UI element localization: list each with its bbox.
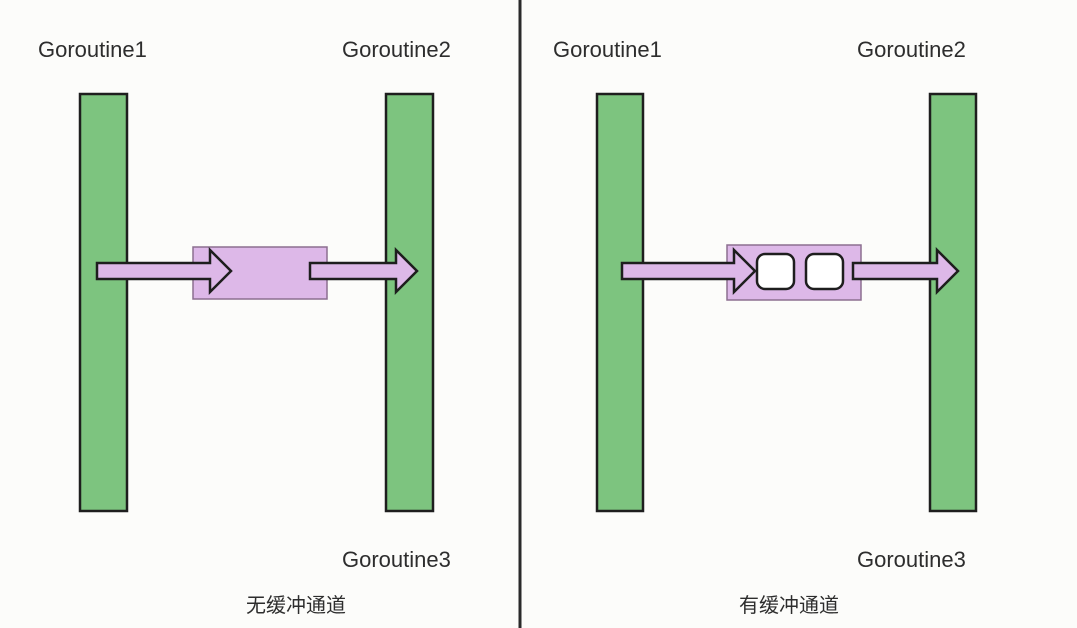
buffer-slot-2 — [804, 252, 845, 291]
buffered-goroutine2-label: Goroutine2 — [857, 37, 966, 62]
unbuffered-panel: Goroutine1 Goroutine2 Goroutine3 无缓冲通道 — [38, 37, 451, 617]
buffered-send-arrow — [620, 246, 757, 296]
unbuffered-receive-arrow — [308, 246, 419, 296]
buffer-slot-1 — [755, 252, 796, 291]
unbuffered-goroutine1-label: Goroutine1 — [38, 37, 147, 62]
unbuffered-send-arrow — [95, 246, 233, 296]
buffered-panel: Goroutine1 Goroutine2 Goroutine3 有缓冲通道 — [553, 37, 978, 617]
buffered-caption: 有缓冲通道 — [739, 593, 839, 617]
unbuffered-goroutine1-bar — [78, 92, 129, 513]
unbuffered-goroutine2-label: Goroutine2 — [342, 37, 451, 62]
buffered-goroutine1-label: Goroutine1 — [553, 37, 662, 62]
unbuffered-caption: 无缓冲通道 — [246, 593, 346, 617]
buffered-goroutine3-label: Goroutine3 — [857, 547, 966, 572]
buffered-receive-arrow — [851, 246, 960, 296]
unbuffered-goroutine2-bar — [384, 92, 435, 513]
buffered-goroutine2-bar — [928, 92, 978, 513]
buffered-goroutine1-bar — [595, 92, 645, 513]
unbuffered-goroutine3-label: Goroutine3 — [342, 547, 451, 572]
